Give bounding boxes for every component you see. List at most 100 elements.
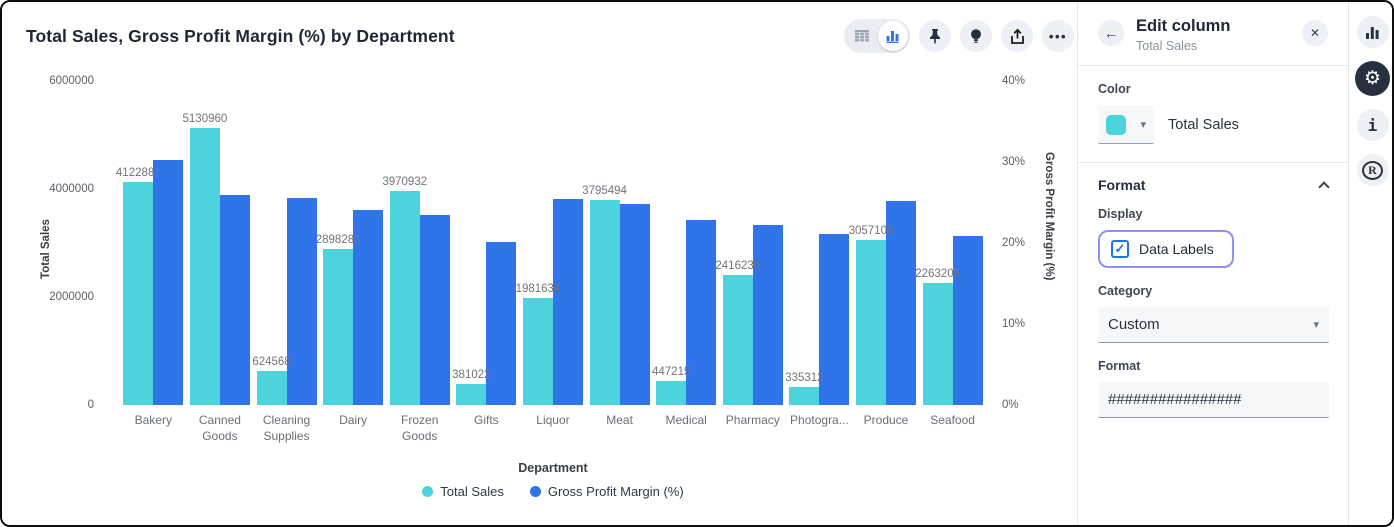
gross-profit-margin-bar[interactable] xyxy=(353,209,384,405)
plot-area: 4122881 Bakery 5130960 Canned Goods 624568 Cl… xyxy=(116,81,986,443)
total-sales-bar[interactable] xyxy=(589,200,620,405)
bar-chart-icon xyxy=(886,31,899,43)
back-arrow-icon: ← xyxy=(1104,25,1118,41)
data-label: 3057105 xyxy=(848,224,894,237)
x-axis-category-label: Photogra... xyxy=(790,413,849,427)
gross-profit-margin-bar[interactable] xyxy=(153,160,184,405)
legend-item-total-sales[interactable]: Total Sales xyxy=(422,484,504,499)
color-label: Color xyxy=(1098,82,1131,96)
category-label: Category xyxy=(1098,284,1153,298)
axis-tick-label: 0% xyxy=(1002,399,1019,411)
x-axis-category-label: Frozen Goods xyxy=(401,413,439,443)
gear-icon: ⚙ xyxy=(1363,68,1382,89)
color-swatch xyxy=(1106,114,1126,135)
gross-profit-margin-bar[interactable] xyxy=(219,195,250,405)
more-options-button[interactable]: ••• xyxy=(1042,20,1074,52)
x-axis-category-label: Dairy xyxy=(339,413,368,427)
category-select[interactable]: Custom ▾ xyxy=(1098,307,1329,343)
bar-group: 335312 Photogra... xyxy=(785,81,853,427)
color-swatch-dropdown[interactable]: ▾ xyxy=(1098,106,1154,144)
total-sales-bar[interactable] xyxy=(123,182,154,405)
format-section-header[interactable]: Format xyxy=(1098,177,1330,193)
rail-r-button[interactable]: R xyxy=(1356,154,1389,186)
data-labels-checkbox[interactable]: ✓ xyxy=(1111,240,1129,258)
back-button[interactable]: ← xyxy=(1098,20,1124,46)
gross-profit-margin-bar[interactable] xyxy=(552,199,583,405)
total-sales-bar[interactable] xyxy=(656,380,687,405)
x-axis-category-label: Pharmacy xyxy=(725,413,780,427)
chart-view-icon[interactable] xyxy=(878,21,908,51)
data-labels-checkbox-row[interactable]: ✓ Data Labels xyxy=(1098,230,1234,268)
data-label: 5130960 xyxy=(182,112,228,125)
category-selected-value: Custom xyxy=(1108,316,1160,333)
x-axis-category-label: Cleaning Supplies xyxy=(262,413,311,443)
right-axis-ticks: 40% 30% 20% 10% 0% xyxy=(994,75,1054,411)
gross-profit-margin-bar[interactable] xyxy=(419,215,450,405)
pin-button[interactable] xyxy=(919,20,951,52)
legend-item-gross-profit-margin[interactable]: Gross Profit Margin (%) xyxy=(529,484,684,499)
x-axis-category-label: Canned Goods xyxy=(198,413,241,443)
chart-title: Total Sales, Gross Profit Margin (%) by … xyxy=(26,26,455,46)
x-axis-category-label: Produce xyxy=(863,413,909,427)
total-sales-bar[interactable] xyxy=(789,386,820,405)
table-view-icon[interactable] xyxy=(846,21,878,51)
gross-profit-margin-bar[interactable] xyxy=(886,200,916,405)
ellipsis-icon: ••• xyxy=(1048,28,1068,44)
data-label: 1981634 xyxy=(515,283,561,295)
data-label: 3970932 xyxy=(382,175,428,188)
edit-column-panel: ← Edit column Total Sales ✕ Color ▾ Tota… xyxy=(1077,2,1348,525)
left-axis-title: Total Sales xyxy=(39,219,52,279)
view-toggle xyxy=(844,19,910,53)
legend-label: Gross Profit Margin (%) xyxy=(547,484,684,499)
chevron-down-icon: ▾ xyxy=(1140,119,1146,131)
panel-header: ← Edit column Total Sales ✕ xyxy=(1098,2,1328,53)
close-icon: ✕ xyxy=(1309,26,1321,40)
total-sales-bar[interactable] xyxy=(922,282,953,405)
lightbulb-icon xyxy=(971,29,981,43)
x-axis-category-label: Gifts xyxy=(474,413,499,427)
legend-dot-teal xyxy=(422,486,434,497)
close-button[interactable]: ✕ xyxy=(1302,20,1328,46)
x-axis-category-label: Seafood xyxy=(930,413,975,427)
data-label: 381022 xyxy=(452,369,491,382)
r-logo-icon: R xyxy=(1362,160,1383,180)
gross-profit-margin-bar[interactable] xyxy=(819,234,850,405)
gross-profit-margin-bar[interactable] xyxy=(952,235,983,405)
bar-group: 1981634 Liquor xyxy=(516,81,587,427)
total-sales-bar[interactable] xyxy=(522,298,553,405)
panel-title: Edit column xyxy=(1136,17,1231,35)
chart-toolbar: ••• xyxy=(844,19,1074,53)
rail-info-button[interactable]: i xyxy=(1356,109,1389,141)
axis-tick-label: 4000000 xyxy=(49,183,94,195)
rail-settings-button[interactable]: ⚙ xyxy=(1355,61,1390,96)
total-sales-bar[interactable] xyxy=(856,239,886,405)
chart-legend: Total Sales Gross Profit Margin (%) xyxy=(120,484,986,499)
gross-profit-margin-bar[interactable] xyxy=(752,225,783,405)
total-sales-bar[interactable] xyxy=(189,127,220,405)
gross-profit-margin-bar[interactable] xyxy=(619,204,650,405)
total-sales-bar[interactable] xyxy=(256,371,287,405)
gross-profit-margin-bar[interactable] xyxy=(486,242,517,405)
format-input[interactable] xyxy=(1098,382,1329,418)
total-sales-bar[interactable] xyxy=(389,190,420,405)
total-sales-bar[interactable] xyxy=(323,248,354,405)
export-button[interactable] xyxy=(1001,20,1033,52)
bar-group: 381022 Gifts xyxy=(452,81,520,427)
rail-chart-button[interactable] xyxy=(1356,16,1389,48)
axis-tick-label: 30% xyxy=(1002,156,1026,168)
bar-group: 5130960 Canned Goods xyxy=(183,81,254,443)
left-axis-ticks: 6000000 4000000 2000000 0 xyxy=(2,75,106,411)
data-label: 2898285 xyxy=(315,233,361,246)
gross-profit-margin-bar[interactable] xyxy=(686,220,717,405)
total-sales-bar[interactable] xyxy=(456,384,487,405)
gross-profit-margin-bar[interactable] xyxy=(286,197,317,405)
total-sales-bar[interactable] xyxy=(722,274,753,405)
bar-group: 624568 Cleaning Supplies xyxy=(252,81,320,443)
color-series-name: Total Sales xyxy=(1168,117,1239,133)
axis-tick-label: 40% xyxy=(1002,75,1026,87)
right-axis-title: Gross Profit Margin (%) xyxy=(1043,152,1055,281)
insights-button[interactable] xyxy=(960,20,992,52)
pin-icon xyxy=(930,29,940,44)
info-icon: i xyxy=(1367,115,1378,135)
